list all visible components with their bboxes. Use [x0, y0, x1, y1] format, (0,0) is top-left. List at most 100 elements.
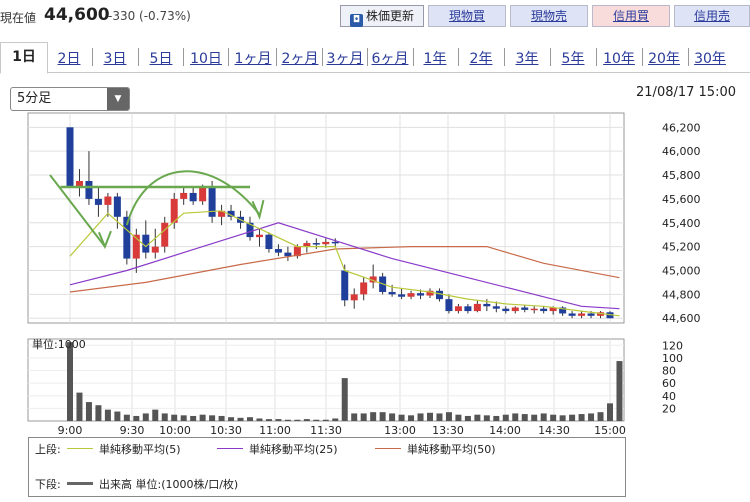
trend-arrow-down [49, 174, 106, 248]
tab-3days[interactable]: 3日 [103, 51, 127, 67]
candle-down [483, 303, 491, 307]
refresh-icon: ◘ [349, 14, 363, 27]
candle-up [75, 181, 83, 187]
candle-down [123, 216, 131, 259]
volume-bar [104, 409, 111, 421]
volume-bar [275, 419, 282, 421]
candle-up [151, 246, 159, 253]
tab-6months[interactable]: 6ヶ月 [371, 51, 409, 67]
volume-bar [161, 413, 168, 421]
time-tick-label: 10:30 [210, 424, 242, 437]
volume-bar [85, 402, 92, 421]
volume-bar [332, 418, 339, 421]
candle-down [85, 181, 93, 199]
candle-down [568, 313, 576, 316]
volume-bar [417, 413, 424, 421]
candle-up [426, 290, 434, 296]
candle-down [587, 313, 595, 316]
legend-ma5-label: 単純移動平均(5) [99, 443, 181, 456]
tab-10years[interactable]: 10年 [603, 51, 635, 67]
tab-divider [458, 48, 459, 66]
tab-1month[interactable]: 1ヶ月 [234, 51, 272, 67]
legend-ma50-swatch [375, 448, 401, 449]
candle-down [208, 186, 216, 217]
time-tick-label: 9:00 [58, 424, 83, 437]
price-tick-label: 44,600 [662, 312, 701, 325]
candle-up [322, 241, 330, 245]
volume-bar [531, 414, 538, 421]
candle-down [113, 196, 121, 217]
price-tick-label: 46,200 [662, 121, 701, 134]
candle-up [293, 246, 301, 257]
volume-bar [502, 414, 509, 421]
tab-5years[interactable]: 5年 [561, 51, 585, 67]
volume-bar [493, 415, 500, 421]
volume-bar [550, 414, 557, 421]
volume-bar [389, 413, 396, 421]
time-tick-label: 15:00 [594, 424, 626, 437]
tab-divider [504, 48, 505, 66]
volume-bar [540, 413, 547, 421]
tab-30years[interactable]: 30年 [694, 51, 726, 67]
volume-bar [360, 413, 367, 421]
legend-lower: 下段: [35, 476, 61, 491]
volume-bar [445, 412, 452, 421]
current-price-value: 44,600 [44, 5, 110, 25]
volume-bar [351, 413, 358, 421]
volume-bar [247, 417, 253, 421]
candle-down [464, 306, 472, 312]
volume-bar [76, 392, 83, 421]
tab-2days[interactable]: 2日 [57, 51, 81, 67]
volume-tick-label: 60 [662, 377, 676, 390]
candle-up [511, 307, 519, 312]
tab-3months[interactable]: 3ヶ月 [326, 51, 364, 67]
volume-bar [95, 405, 102, 421]
tab-2years[interactable]: 2年 [469, 51, 493, 67]
volume-bar [237, 417, 244, 421]
candle-down [521, 307, 529, 310]
tab-divider [228, 48, 229, 66]
arrow-head [98, 230, 112, 250]
chart-legend: 上段: 単純移動平均(5) 単純移動平均(25) 単純移動平均(50) 下段: … [28, 437, 626, 497]
ma5-line [69, 210, 620, 317]
tab-divider [276, 48, 277, 66]
refresh-price-button[interactable]: ◘ 株価更新 [340, 5, 424, 27]
tab-3years[interactable]: 3年 [515, 51, 539, 67]
tab-1day[interactable]: 1日 [0, 42, 48, 74]
price-tick-label: 44,800 [662, 288, 701, 301]
candle-up [407, 293, 415, 297]
candle-up [104, 196, 112, 205]
margin-sell-button[interactable]: 信用売 [674, 5, 750, 27]
legend-upper-label: 上段: [35, 443, 61, 456]
volume-bar [209, 415, 216, 421]
moving-average-lines [69, 210, 620, 317]
candle-down [435, 290, 443, 300]
volume-bar [284, 419, 291, 421]
volume-bar [341, 378, 348, 421]
candle-up [180, 192, 188, 199]
legend-volume: 出来高 単位:(1000株/口/枚) [67, 476, 307, 491]
volume-bar [464, 415, 471, 421]
axis-labels: 46,200 46,000 45,800 45,600 45,400 45,200 45,0… [32, 121, 701, 437]
volume-bar [398, 414, 405, 421]
tab-20years[interactable]: 20年 [648, 51, 680, 67]
cash-sell-button[interactable]: 現物売 [510, 5, 588, 27]
time-tick-label: 10:00 [159, 424, 191, 437]
tab-1year[interactable]: 1年 [423, 51, 447, 67]
cash-buy-button[interactable]: 現物買 [428, 5, 506, 27]
ma50-line [69, 246, 620, 293]
interval-select-value: 5分足 [17, 91, 52, 106]
margin-buy-button[interactable]: 信用買 [592, 5, 670, 27]
tab-divider [183, 48, 184, 66]
volume-bar [616, 361, 623, 421]
candle-down [331, 241, 339, 244]
candle-down [540, 308, 548, 312]
candle-up [360, 282, 368, 295]
price-tick-label: 45,800 [662, 169, 701, 182]
tab-5days[interactable]: 5日 [149, 51, 173, 67]
tab-2months[interactable]: 2ヶ月 [281, 51, 319, 67]
volume-bar [483, 415, 490, 421]
interval-select[interactable]: 5分足 ▼ [10, 87, 130, 111]
tab-10days[interactable]: 10日 [190, 51, 222, 67]
ma25-line [69, 222, 620, 310]
